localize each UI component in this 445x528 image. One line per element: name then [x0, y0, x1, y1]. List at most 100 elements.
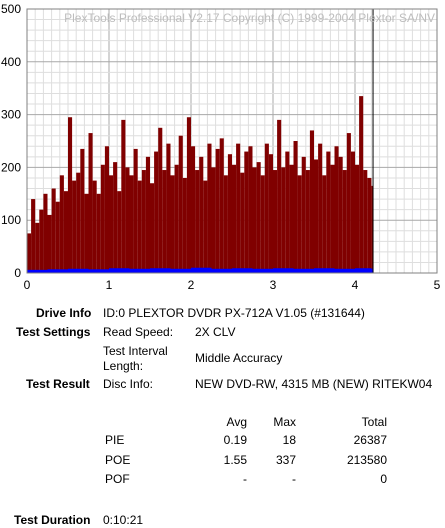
- bar: [334, 268, 355, 273]
- bar: [293, 141, 298, 273]
- bar: [252, 268, 273, 273]
- test-interval-value: Middle Accuracy: [195, 351, 283, 365]
- bar: [223, 175, 228, 273]
- bar: [309, 130, 314, 273]
- bar: [68, 117, 73, 274]
- bar: [207, 143, 212, 273]
- x-tick-label: 5: [434, 278, 441, 292]
- bar: [55, 201, 60, 273]
- bar: [199, 156, 204, 273]
- bar: [121, 119, 126, 273]
- bar: [232, 268, 253, 273]
- bar: [80, 148, 85, 273]
- bar: [31, 199, 36, 273]
- bar: [72, 180, 77, 273]
- test-settings-label: Test Settings: [16, 325, 91, 339]
- bar: [297, 175, 302, 273]
- test-duration-label: Test Duration: [14, 513, 91, 527]
- col-avg-header: Avg: [226, 415, 247, 429]
- bar: [104, 146, 109, 273]
- row-poe-max: 337: [275, 453, 296, 467]
- bar: [182, 177, 187, 273]
- bar: [27, 269, 48, 273]
- bar: [88, 269, 109, 273]
- bar: [117, 191, 122, 273]
- bar: [92, 180, 97, 273]
- row-pie-name: PIE: [105, 433, 125, 447]
- bar: [244, 151, 249, 273]
- bar: [334, 146, 339, 273]
- x-tick-label: 4: [352, 278, 359, 292]
- bar: [252, 167, 257, 273]
- row-pof-avg: -: [243, 472, 247, 486]
- bar: [326, 151, 331, 273]
- y-tick-label: 200: [1, 160, 21, 174]
- bar: [355, 164, 360, 273]
- row-poe-avg: 1.55: [223, 453, 247, 467]
- x-tick-label: 3: [270, 278, 277, 292]
- bar: [145, 156, 150, 273]
- read-speed-value: 2X CLV: [195, 325, 236, 339]
- bar: [191, 146, 196, 273]
- row-pof-name: POF: [105, 472, 130, 486]
- bar: [178, 135, 183, 273]
- bar: [371, 185, 374, 273]
- bar: [232, 164, 237, 273]
- pie-poe-chart: 0 100 200 300 400 500 0 1 2 3 4 5 PlexTools Profess…: [1, 2, 441, 292]
- bar: [27, 233, 32, 273]
- bar: [170, 175, 175, 273]
- bar: [338, 156, 343, 273]
- bar: [133, 148, 138, 273]
- bar: [322, 175, 327, 273]
- bar: [301, 156, 306, 273]
- bar: [174, 164, 179, 273]
- row-pof-max: -: [292, 472, 296, 486]
- bar: [35, 222, 40, 273]
- bar: [248, 146, 253, 273]
- bar: [76, 172, 81, 273]
- row-pie-max: 18: [282, 433, 296, 447]
- drive-info-value: ID:0 PLEXTOR DVDR PX-712A V1.05 (#131644…: [103, 306, 365, 320]
- bar: [240, 172, 245, 273]
- bar: [191, 267, 212, 273]
- bar: [314, 268, 335, 273]
- bar: [318, 143, 323, 273]
- series-1: [27, 267, 374, 273]
- bar: [227, 154, 232, 273]
- chart-watermark: PlexTools Professional V2.17 Copyright (…: [64, 11, 435, 25]
- bar: [211, 167, 216, 273]
- bar: [371, 268, 374, 273]
- bar: [273, 170, 278, 273]
- bar: [68, 268, 89, 273]
- bar: [141, 170, 146, 273]
- bar: [158, 127, 163, 273]
- bar: [314, 159, 319, 273]
- bar: [150, 183, 155, 273]
- bar: [367, 177, 372, 273]
- bar: [355, 268, 372, 273]
- bar: [268, 154, 273, 273]
- bar: [260, 175, 265, 273]
- bar: [281, 167, 286, 273]
- bar: [137, 180, 142, 273]
- bar: [273, 268, 294, 273]
- y-tick-label: 500: [1, 2, 21, 16]
- bar: [47, 269, 68, 273]
- bar: [109, 175, 114, 273]
- bar: [203, 180, 208, 273]
- col-max-header: Max: [273, 415, 296, 429]
- bar: [84, 193, 89, 273]
- x-tick-label: 0: [24, 278, 31, 292]
- bar: [256, 162, 261, 273]
- chart-axes: 0 100 200 300 400 500 0 1 2 3 4 5: [1, 2, 441, 292]
- y-tick-label: 100: [1, 213, 21, 227]
- test-duration-value: 0:10:21: [103, 513, 144, 527]
- bar: [39, 209, 44, 273]
- bar: [186, 117, 191, 274]
- row-poe-name: POE: [105, 453, 131, 467]
- row-poe-total: 213580: [346, 453, 387, 467]
- bar: [359, 96, 364, 274]
- bar: [59, 175, 64, 273]
- bar: [293, 268, 314, 273]
- bar: [63, 191, 68, 273]
